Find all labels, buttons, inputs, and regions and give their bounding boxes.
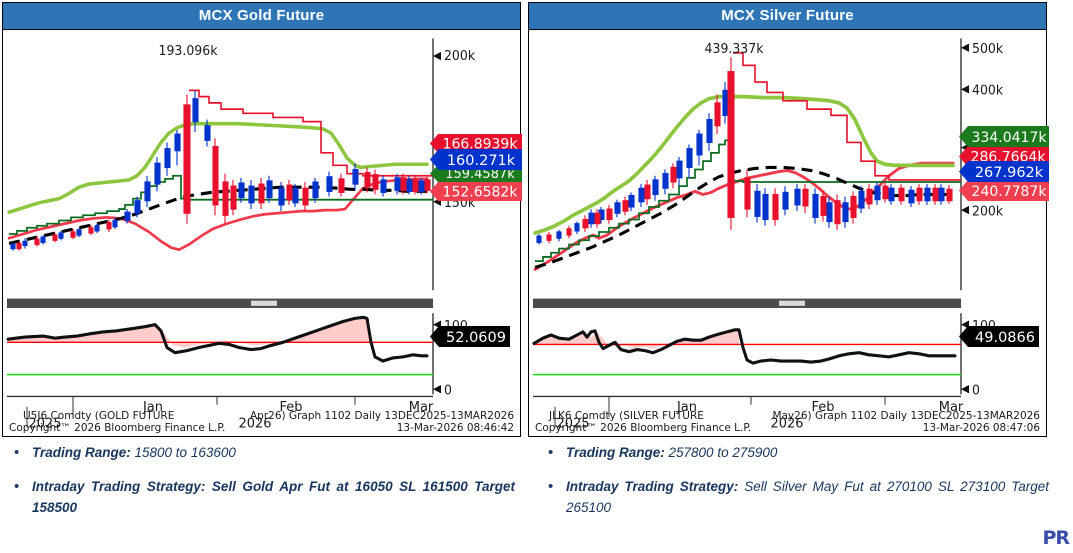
- bullet-icon: •: [14, 478, 20, 496]
- chart-panel-gold: MCX Gold Future 200k 150k: [2, 2, 522, 437]
- upper-band-line: [533, 94, 955, 235]
- notes-silver: • Trading Range: 257800 to 275900 • Intr…: [540, 443, 1059, 532]
- pane-splitter-grip[interactable]: [779, 300, 805, 306]
- bloomberg-chart-silver: 500k 400k 200k: [532, 38, 1004, 432]
- rsi-line: [532, 328, 957, 365]
- note-lead: Trading Range:: [566, 445, 665, 460]
- rsi-tick-0: 0: [444, 383, 452, 398]
- note-value: Sell Silver May Fut at 270100 SL 273100 …: [566, 479, 1049, 515]
- price-tick-200k: 200k: [972, 204, 1004, 219]
- x-year-2026: 2026: [770, 416, 803, 431]
- period-high-label: 193.096k: [159, 44, 218, 59]
- price-axis-ticks: [433, 51, 441, 206]
- chart-panel-silver: MCX Silver Future 500k 400k 200k: [528, 2, 1049, 437]
- chart-area-gold: 200k 150k: [3, 30, 522, 436]
- candlestick-series: [10, 90, 431, 251]
- note-lead: Trading Range:: [32, 445, 131, 460]
- rsi-overbought-fill: [8, 318, 369, 348]
- note-intraday-strategy: • Intraday Trading Strategy: Sell Silver…: [540, 477, 1059, 518]
- x-year-2026: 2026: [238, 416, 271, 431]
- note-body: Intraday Trading Strategy: Sell Silver M…: [566, 477, 1059, 518]
- x-axis-ticks: [554, 396, 886, 428]
- step-line: [9, 174, 433, 235]
- lower-band-line: [7, 177, 429, 252]
- pane-splitter[interactable]: [533, 298, 961, 308]
- notes-gold: • Trading Range: 15800 to 163600 • Intra…: [6, 443, 525, 532]
- footer-graph-info: May26) Graph 1102 Daily 13DEC2025-13MAR2…: [772, 410, 1040, 422]
- note-value: 257800 to 275900: [664, 445, 778, 460]
- price-tick-400k: 400k: [972, 83, 1004, 98]
- footer-copyright: Copyright™ 2026 Bloomberg Finance L.P.: [9, 422, 226, 434]
- panel-frame: MCX Silver Future 500k 400k 200k: [528, 2, 1049, 437]
- pr-watermark: PR: [1042, 527, 1070, 549]
- rsi-tick-100: 100: [972, 319, 996, 334]
- footer-timestamp: 13-Mar-2026 08:46:42: [396, 422, 514, 434]
- period-high-label: 439.337k: [705, 42, 764, 57]
- pane-splitter-grip[interactable]: [251, 300, 277, 306]
- chart-footer-gold: U5J6 Comdty (GOLD FUTURE Apr26) Graph 11…: [3, 410, 520, 434]
- bullet-icon: •: [548, 478, 554, 496]
- footer-timestamp: 13-Mar-2026 08:47:06: [922, 422, 1040, 434]
- note-trading-range: • Trading Range: 15800 to 163600: [6, 443, 525, 463]
- chart-area-silver: 500k 400k 200k: [529, 30, 1049, 436]
- chart-footer-silver: JLK6 Comdty (SILVER FUTURE May26) Graph …: [529, 410, 1046, 434]
- note-lead: Intraday Trading Strategy:: [566, 479, 739, 495]
- rsi-tick-0: 0: [972, 383, 980, 398]
- x-axis-ticks: [26, 396, 356, 428]
- pane-splitter[interactable]: [7, 298, 433, 308]
- x-label-jan: Jan: [676, 400, 697, 415]
- bullet-icon: •: [548, 444, 554, 461]
- price-tick-150k: 150k: [444, 196, 476, 211]
- price-axis-ticks: [961, 43, 969, 215]
- price-tick-200k: 200k: [444, 49, 476, 64]
- resistance-step-line: [733, 52, 961, 181]
- x-label-mar: Mar: [939, 400, 964, 415]
- note-trading-range: • Trading Range: 257800 to 275900: [540, 443, 1059, 463]
- note-lead: Intraday Trading Strategy:: [32, 479, 206, 495]
- rsi-axis-ticks: [961, 320, 969, 394]
- footer-ticker: U5J6 Comdty (GOLD FUTURE: [23, 410, 175, 422]
- step-line: [535, 139, 961, 262]
- price-tick-500k: 500k: [972, 42, 1004, 57]
- x-year-2025: 2025: [28, 416, 61, 431]
- bullet-icon: •: [14, 444, 20, 461]
- note-body: Intraday Trading Strategy: Sell Gold Apr…: [32, 477, 525, 518]
- resistance-step-line: [189, 89, 433, 177]
- candlestick-series: [536, 57, 953, 245]
- panel-title-gold: MCX Gold Future: [3, 3, 520, 30]
- panel-frame: MCX Gold Future 200k 150k: [2, 2, 522, 437]
- rsi-line: [6, 315, 429, 363]
- footer-copyright: Copyright™ 2026 Bloomberg Finance L.P.: [535, 422, 752, 434]
- note-body: Trading Range: 15800 to 163600: [32, 443, 525, 463]
- x-year-2025: 2025: [556, 416, 589, 431]
- x-label-mar: Mar: [409, 400, 434, 415]
- x-label-jan: Jan: [142, 400, 163, 415]
- note-intraday-strategy: • Intraday Trading Strategy: Sell Gold A…: [6, 477, 525, 518]
- note-value: Sell Gold Apr Fut at 16050 SL 161500 Tar…: [32, 479, 515, 515]
- x-label-feb: Feb: [280, 400, 303, 415]
- mid-dashed-line: [8, 185, 431, 245]
- note-value: 15800 to 163600: [130, 445, 236, 460]
- note-body: Trading Range: 257800 to 275900: [566, 443, 1059, 463]
- panel-title-silver: MCX Silver Future: [529, 3, 1046, 30]
- bloomberg-chart-gold: 200k 150k: [6, 38, 476, 432]
- footer-graph-info: Apr26) Graph 1102 Daily 13DEC2025-13MAR2…: [249, 410, 514, 422]
- rsi-axis-ticks: [433, 320, 441, 394]
- footer-ticker: JLK6 Comdty (SILVER FUTURE: [549, 410, 704, 422]
- rsi-tick-100: 100: [444, 319, 468, 334]
- x-label-feb: Feb: [812, 400, 835, 415]
